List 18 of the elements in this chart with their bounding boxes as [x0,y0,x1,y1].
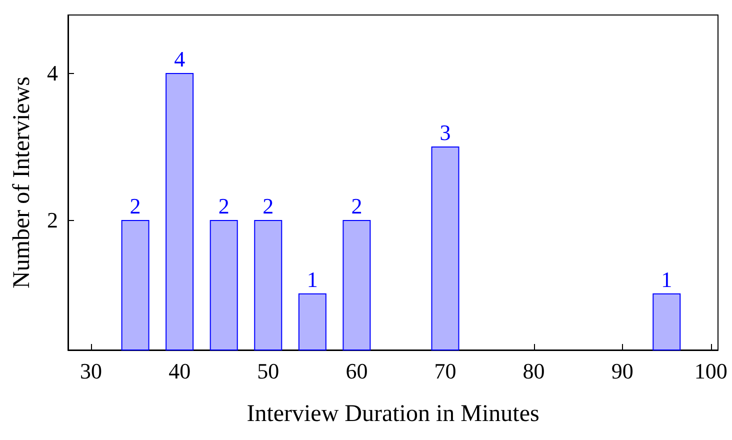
x-tick-label: 100 [694,358,728,384]
x-tick-label: 50 [257,358,280,384]
data-label: 3 [440,120,451,145]
x-axis-title: Interview Duration in Minutes [246,401,540,427]
x-tick-label: 30 [80,358,102,384]
data-label: 4 [174,46,186,72]
data-label: 2 [218,193,230,218]
x-tick-label: 60 [346,358,368,384]
data-label: 2 [262,193,274,218]
x-tick-label: 80 [522,358,545,384]
data-label: 1 [306,266,318,292]
x-tick-label: 70 [434,358,456,384]
x-tick-label: 90 [611,358,634,384]
x-tick-label: 40 [168,358,191,384]
data-label: 2 [130,193,141,218]
y-axis-title: Number of Interviews [9,76,35,288]
data-label: 2 [351,193,362,218]
data-label: 1 [661,266,672,292]
